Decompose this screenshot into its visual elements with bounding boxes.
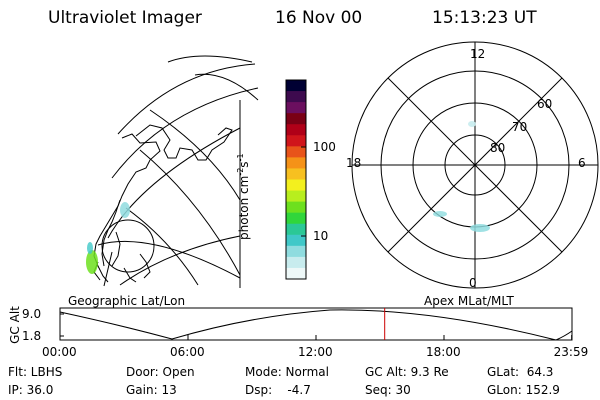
info-door: Door: Open — [126, 365, 195, 379]
colorbar-band — [286, 179, 306, 192]
alt-xtick-label: 23:59 — [553, 345, 589, 359]
colorbar-band — [286, 157, 306, 169]
colorbar-band — [286, 190, 306, 203]
colorbar-band — [286, 146, 306, 158]
aurora-emission-left — [86, 202, 130, 274]
info-mode: Mode: Normal — [245, 365, 329, 379]
colorbar-band — [286, 267, 306, 280]
info-gcalt: GC Alt: 9.3 Re — [365, 365, 449, 379]
colorbar-band — [286, 80, 306, 92]
alt-xtick-label: 18:00 — [426, 345, 461, 359]
alt-y-low: 1.8 — [22, 329, 42, 343]
info-flt: Flt: LBHS — [8, 365, 63, 379]
colorbar-band — [286, 113, 306, 125]
colorbar-band — [286, 91, 306, 103]
info-glat: GLat: 64.3 — [487, 365, 554, 379]
colorbar-band — [286, 135, 306, 147]
alt-y-high: 9.0 — [22, 307, 42, 321]
instrument-title: Ultraviolet Imager — [48, 8, 202, 28]
polar-label-18: 18 — [346, 156, 362, 170]
colorbar-band — [286, 212, 306, 225]
colorbar-tick-100: 100 — [313, 140, 336, 154]
polar-label-6: 6 — [578, 156, 586, 170]
colorbar-unit-label: photon cm-2s-1 — [236, 153, 251, 240]
aurora-emission-right — [433, 121, 490, 232]
geographic-label: Geographic Lat/Lon — [68, 294, 186, 308]
polar-lat-60: 60 — [537, 97, 553, 111]
alt-xtick-label: 06:00 — [170, 345, 205, 359]
colorbar-band — [286, 234, 306, 247]
alt-ylabel: GC Alt — [7, 306, 22, 344]
colorbar-band — [286, 201, 306, 214]
date-label: 16 Nov 00 — [275, 8, 363, 28]
colorbar-band — [286, 124, 306, 136]
colorbar-band — [286, 223, 306, 236]
geographic-map — [93, 55, 259, 288]
colorbar-band — [286, 168, 306, 180]
colorbar — [285, 79, 307, 280]
info-glon: GLon: 152.9 — [487, 383, 560, 397]
alt-xtick-label: 00:00 — [42, 345, 77, 359]
info-gain: Gain: 13 — [126, 383, 177, 397]
time-label: 15:13:23 UT — [432, 8, 537, 28]
info-dsp: Dsp: -4.7 — [245, 383, 311, 397]
info-seq: Seq: 30 — [365, 383, 411, 397]
colorbar-band — [286, 245, 306, 258]
colorbar-band — [286, 256, 306, 269]
polar-label-0: 0 — [469, 276, 477, 290]
info-ip: IP: 36.0 — [8, 383, 54, 397]
polar-plot — [351, 41, 599, 289]
apex-label: Apex MLat/MLT — [424, 294, 514, 308]
polar-lat-70: 70 — [512, 120, 528, 134]
colorbar-tick-10: 10 — [313, 229, 329, 243]
colorbar-band — [286, 102, 306, 114]
alt-xtick-label: 12:00 — [298, 345, 333, 359]
polar-label-12: 12 — [470, 47, 486, 61]
polar-lat-80: 80 — [490, 141, 506, 155]
altitude-plot — [59, 307, 573, 341]
